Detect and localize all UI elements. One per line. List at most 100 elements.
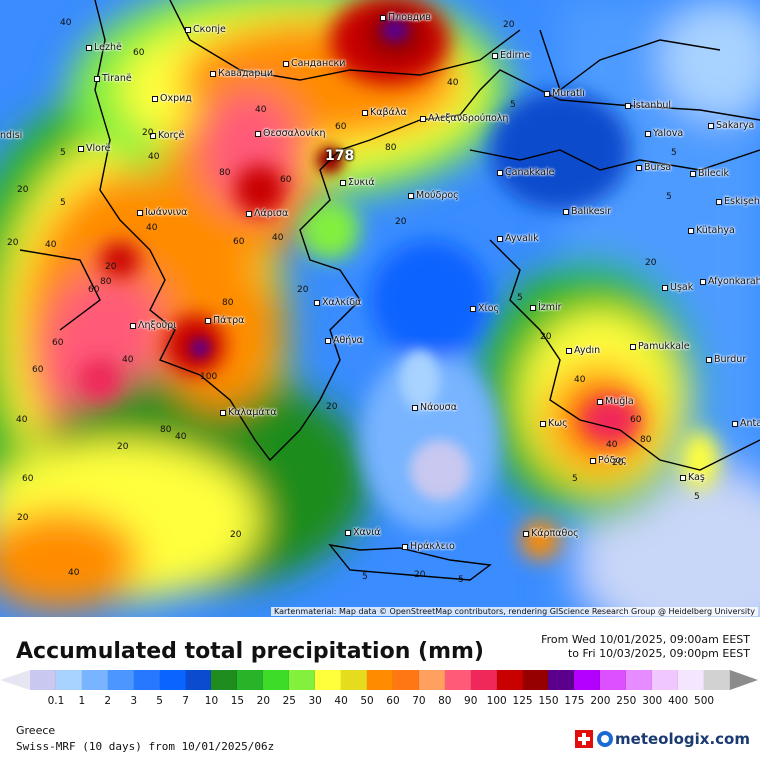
contour-label: 20 (17, 513, 29, 523)
scale-tick-label: 15 (230, 695, 245, 707)
region-label: Greece (16, 724, 56, 737)
city-usak: Uşak (662, 282, 693, 293)
city-tirane: Tiranë (94, 73, 132, 84)
color-swatch (133, 670, 160, 690)
precipitation-map[interactable]: 178 Пловдив Скопје Lezhë Сандански Edirn… (0, 0, 760, 617)
city-balikesir: Balıkesir (563, 206, 611, 217)
city-name: Tiranë (102, 73, 132, 84)
city-bursa: Bursa (636, 162, 671, 173)
city-marker-icon (492, 52, 498, 59)
city-marker-icon (412, 404, 418, 411)
contour-label: 80 (222, 298, 234, 308)
contour-label: 60 (22, 474, 34, 484)
city-marker-icon (210, 70, 216, 77)
city-marker-icon (185, 26, 191, 33)
city-rodos: Ρόδος (590, 455, 627, 466)
city-name: ndisi (0, 130, 23, 141)
city-irakleio: Ηράκλειο (402, 541, 455, 552)
city-edirne: Edirne (492, 50, 530, 61)
scale-tick-label: 200 (590, 695, 611, 707)
city-name: Χίος (478, 303, 500, 314)
city-name: Kütahya (696, 225, 735, 236)
city-marker-icon (402, 543, 408, 550)
contour-label: 80 (219, 168, 231, 178)
brand-name: meteologix.com (615, 730, 750, 748)
contour-label: 60 (630, 415, 642, 425)
city-eskisehir: Eskişeh (716, 196, 760, 207)
city-name: Αλεξανδρούπολη (428, 113, 509, 124)
city-kutahya: Kütahya (688, 225, 735, 236)
contour-label: 20 (612, 458, 624, 468)
city-name: Lezhë (94, 42, 122, 53)
scale-tick-label: 60 (386, 695, 400, 707)
scale-max-arrow-icon (730, 670, 758, 690)
city-marker-icon (540, 420, 546, 427)
contour-label: 40 (146, 223, 158, 233)
scale-tick-label: 40 (334, 695, 348, 707)
city-name: Çanakkale (505, 167, 555, 178)
city-marker-icon (690, 170, 696, 177)
scale-tick-label: 70 (412, 695, 426, 707)
color-swatch (496, 670, 523, 690)
city-name: Ιωάννινα (145, 207, 188, 218)
contour-label: 5 (694, 492, 700, 502)
city-plovdiv: Пловдив (380, 12, 431, 23)
city-marker-icon (716, 198, 722, 205)
scale-tick-label: 400 (668, 695, 689, 707)
model-run-label: Swiss-MRF (10 days) from 10/01/2025/06z (16, 740, 275, 753)
city-afyonkarahisar: Afyonkarahi (700, 276, 760, 287)
city-marker-icon (380, 14, 386, 21)
contour-label: 20 (326, 402, 338, 412)
scale-tick-label: 2 (104, 695, 112, 707)
city-name: Χαλκίδα (322, 297, 362, 308)
city-marker-icon (325, 337, 331, 344)
city-name: Vlorë (86, 143, 111, 154)
contour-label: 80 (640, 435, 652, 445)
contour-label: 80 (160, 425, 172, 435)
city-marker-icon (662, 284, 668, 291)
contour-label: 40 (606, 440, 618, 450)
contour-label: 60 (335, 122, 347, 132)
city-burdur: Burdur (706, 354, 746, 365)
brand[interactable]: meteologix.com (575, 730, 750, 748)
scale-tick-label: 1 (78, 695, 86, 707)
city-name: Сандански (291, 58, 346, 69)
city-marker-icon (94, 75, 100, 82)
contour-label: 20 (540, 332, 552, 342)
city-name: Λάρισα (254, 208, 289, 219)
city-marker-icon (566, 347, 572, 354)
meteologix-logo-icon (597, 731, 614, 747)
contour-label: 40 (175, 432, 187, 442)
city-marker-icon (732, 420, 738, 427)
city-lezhe: Lezhë (86, 42, 122, 53)
city-name: Скопје (193, 24, 226, 35)
contour-label: 40 (45, 240, 57, 250)
scale-tick-label: 20 (256, 695, 271, 707)
time-range: From Wed 10/01/2025, 09:00am EEST to Fri… (541, 633, 750, 661)
color-swatch (678, 670, 704, 690)
contour-label: 5 (60, 198, 66, 208)
city-marker-icon (150, 132, 156, 139)
city-lixouri: Ληξούρι (130, 320, 176, 331)
city-marker-icon (362, 109, 368, 116)
color-swatch (341, 670, 367, 690)
city-name: Кавадарци (218, 68, 274, 79)
city-name: Καλαμάτα (228, 407, 277, 418)
city-marker-icon (523, 530, 529, 537)
city-marker-icon (688, 227, 694, 234)
city-name: İstanbul (633, 100, 672, 111)
city-thessaloniki: Θεσσαλονίκη (255, 128, 326, 139)
scale-tick-label: 80 (438, 695, 452, 707)
city-marker-icon (255, 130, 261, 137)
color-swatch (81, 670, 108, 690)
city-marker-icon (700, 278, 706, 285)
city-marker-icon (636, 164, 642, 171)
city-ayvalik: Ayvalık (497, 233, 539, 244)
contour-label: 40 (447, 78, 459, 88)
city-name: Охрид (160, 93, 192, 104)
city-name: Κως (548, 418, 568, 429)
color-swatch (107, 670, 134, 690)
city-marker-icon (420, 115, 426, 122)
city-larisa: Λάρισα (246, 208, 288, 219)
color-scale-ticks: 0.1 1 2 3 5 7 10 15 20 25 30 40 50 60 70 80 90 100 125 150 1… (30, 695, 760, 711)
